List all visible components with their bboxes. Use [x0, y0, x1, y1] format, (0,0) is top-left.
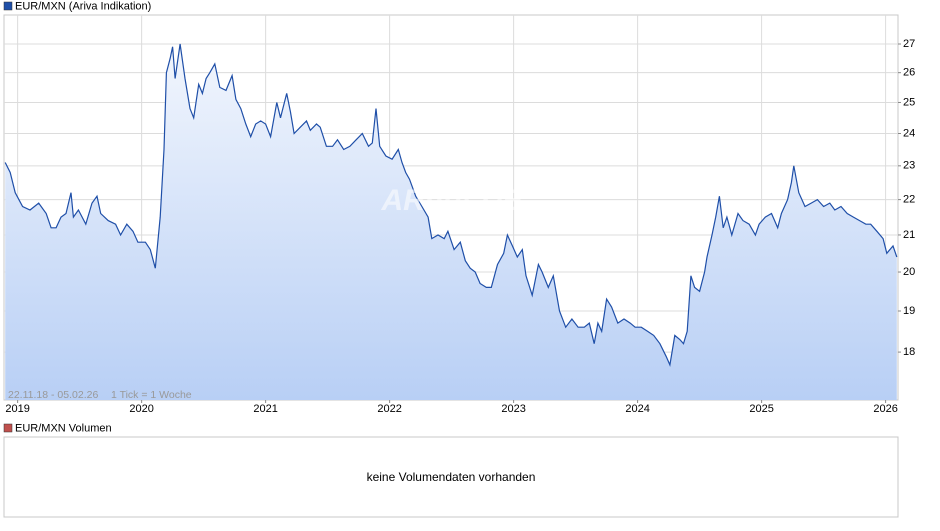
- x-tick-label: 2022: [377, 403, 401, 415]
- legend-swatch: [3, 1, 13, 11]
- y-tick-label: 24: [903, 127, 915, 139]
- x-tick-label: 2023: [501, 403, 525, 415]
- volume-message: keine Volumendaten vorhanden: [367, 470, 536, 484]
- y-tick-label: 22: [903, 194, 915, 206]
- watermark: ARIVA.DE: [380, 184, 523, 217]
- legend-swatch: [3, 423, 13, 433]
- line: [4, 43, 898, 367]
- y-tick-label: 18: [903, 346, 915, 358]
- volume-panel: [3, 436, 899, 518]
- x-tick-label: 2019: [5, 403, 29, 415]
- y-tick-label: 21: [903, 229, 915, 241]
- legend-label: EUR/MXN (Ariva Indikation): [15, 0, 151, 12]
- y-tick-label: 19: [903, 305, 915, 317]
- tick-note: 1 Tick = 1 Woche: [111, 389, 192, 401]
- date-range: 22.11.18 - 05.02.26: [8, 389, 98, 401]
- y-tick-label: 23: [903, 160, 915, 172]
- y-tick-label: 25: [903, 96, 915, 108]
- area: [5, 44, 897, 400]
- y-tick-label: 20: [903, 266, 915, 278]
- y-tick-label: 26: [903, 67, 915, 79]
- y-tick-label: 27: [903, 38, 915, 50]
- x-tick-label: 2024: [625, 403, 649, 415]
- legend-label: EUR/MXN Volumen: [15, 422, 112, 434]
- x-tick-label: 2025: [749, 403, 773, 415]
- x-tick-label: 2026: [873, 403, 897, 415]
- x-tick-label: 2021: [253, 403, 277, 415]
- x-tick-label: 2020: [129, 403, 153, 415]
